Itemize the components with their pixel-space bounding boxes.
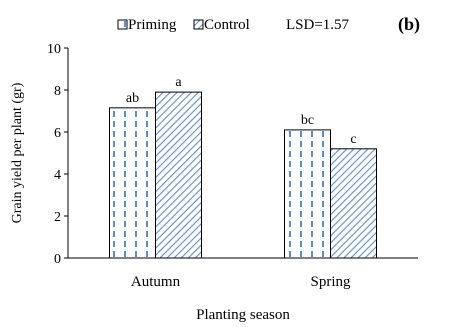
legend-label-priming: Priming — [128, 17, 177, 33]
legend: Priming Control — [117, 17, 250, 33]
y-tick-label: 10 — [47, 42, 61, 57]
legend-swatch-priming — [117, 19, 128, 30]
bar-control-spring — [330, 148, 377, 259]
y-tick-label: 4 — [54, 168, 61, 183]
y-tick-label: 6 — [54, 126, 61, 141]
legend-label-control: Control — [204, 17, 250, 33]
x-tick-labels: Autumn Spring — [131, 274, 351, 290]
x-axis-label: Planting season — [196, 307, 290, 323]
lsd-annotation: LSD=1.57 — [286, 17, 350, 33]
bar-data-label: c — [350, 132, 356, 147]
x-tick-label: Spring — [310, 274, 351, 290]
legend-swatch-control — [193, 19, 204, 30]
x-tick-label: Autumn — [131, 274, 181, 290]
y-axis-label: Grain yield per plant (gr) — [10, 82, 25, 223]
bars: ab a bc c — [109, 75, 377, 259]
y-axis: 0 2 4 6 8 10 — [47, 42, 69, 267]
bar-priming-spring — [284, 129, 331, 259]
panel-label: (b) — [398, 14, 420, 35]
bar-priming-autumn — [109, 107, 156, 259]
bar-data-label: ab — [126, 91, 139, 106]
bar-data-label: bc — [301, 113, 314, 128]
bar-data-label: a — [175, 75, 182, 90]
y-tick-label: 2 — [54, 210, 61, 225]
bar-control-autumn — [155, 91, 202, 259]
y-tick-label: 8 — [54, 84, 61, 99]
y-tick-label: 0 — [54, 252, 61, 267]
